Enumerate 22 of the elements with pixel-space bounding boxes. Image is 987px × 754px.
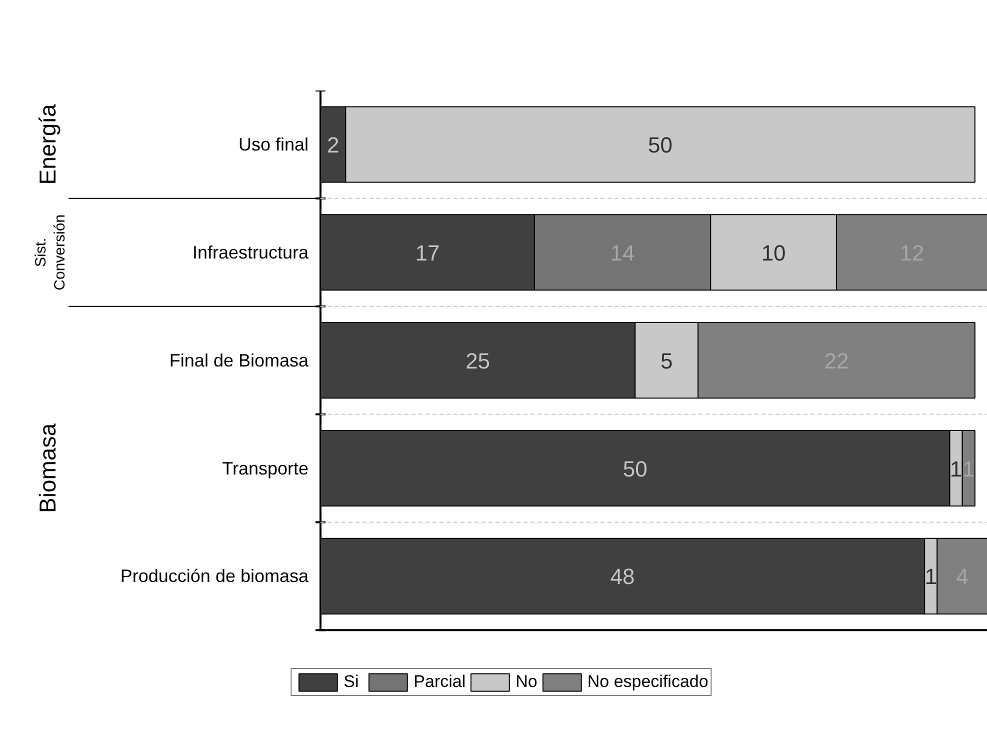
data-label: 17 (415, 240, 440, 266)
y-tick-label: Producción de biomasa (120, 566, 310, 586)
y-tick-label: Uso final (238, 134, 308, 154)
data-label: 1 (950, 456, 962, 482)
y-tick-label: Transporte (222, 458, 309, 478)
y-tick-label: Infraestructura (192, 242, 310, 262)
data-label: 50 (622, 456, 648, 482)
data-label: 50 (648, 132, 673, 158)
data-label: 2 (326, 132, 340, 158)
text: Sist. Conversión (32, 214, 68, 290)
legend-label: Parcial (414, 672, 466, 692)
data-label: 25 (466, 348, 490, 374)
legend-label: No (516, 672, 538, 692)
data-label: 10 (761, 240, 786, 266)
data-label: 1 (924, 564, 937, 590)
legend-label: Si (344, 672, 360, 692)
y-tick-label: Final de Biomasa (169, 350, 310, 370)
text: Biomasa (34, 423, 60, 513)
data-label: 5 (660, 348, 673, 374)
legend-label: No especificado (587, 672, 708, 692)
data-label: 48 (610, 564, 635, 590)
text: Energía (34, 104, 60, 185)
